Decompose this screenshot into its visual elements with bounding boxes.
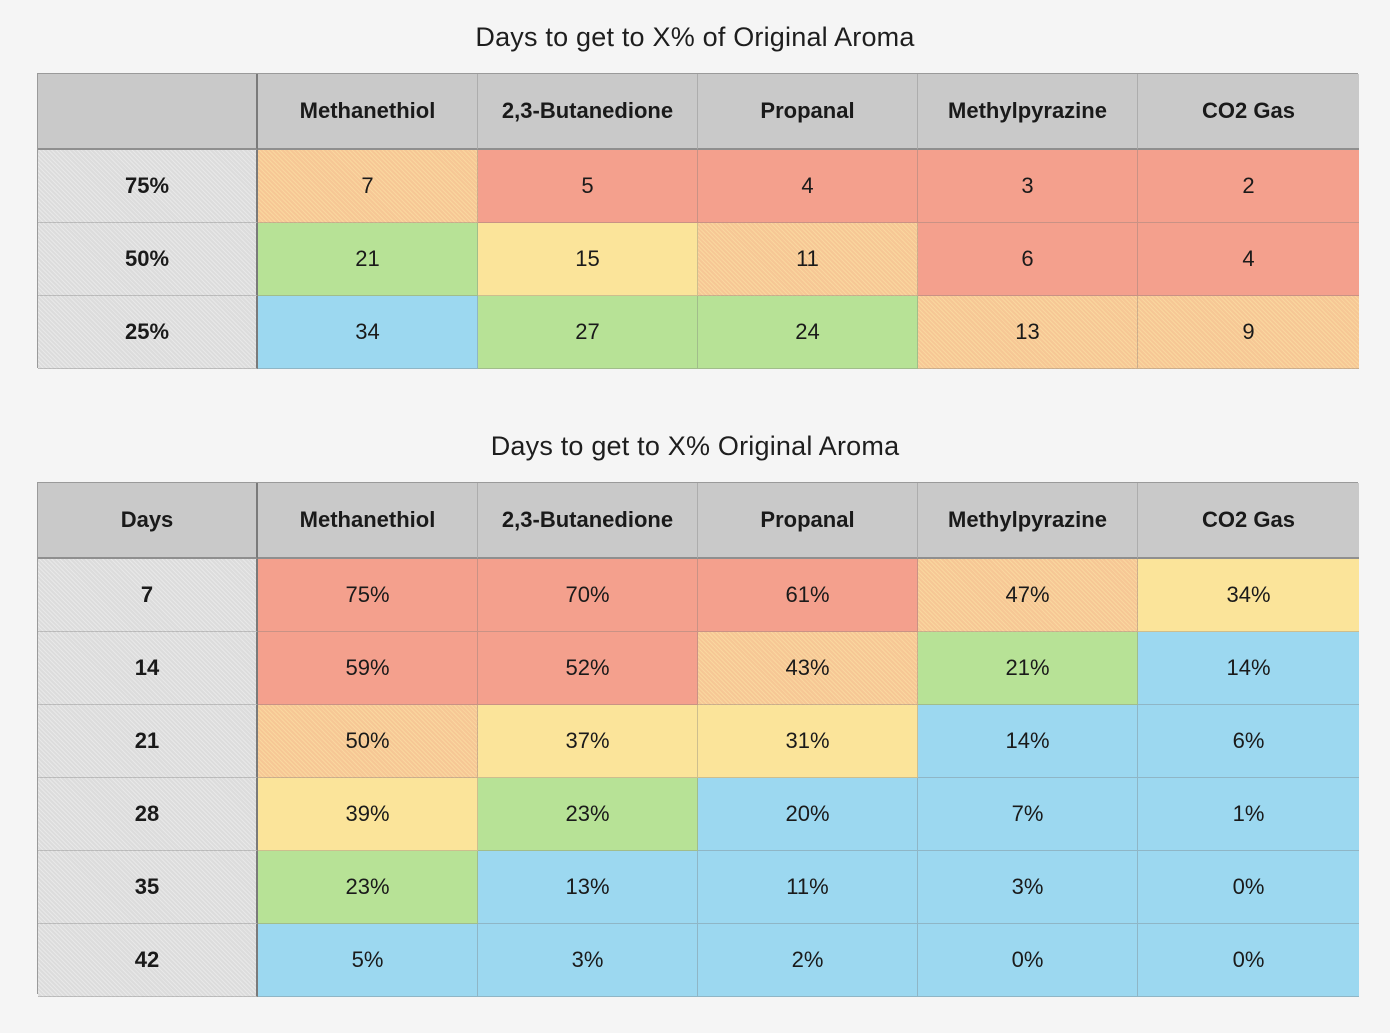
table-cell: 0% — [1138, 924, 1359, 997]
column-header: CO2 Gas — [1138, 74, 1359, 150]
table-cell: 11% — [698, 851, 918, 924]
table-cell: 5 — [478, 150, 698, 223]
corner-header: Days — [38, 483, 258, 559]
row-header: 21 — [38, 705, 258, 778]
row-header: 42 — [38, 924, 258, 997]
table1-title: Days to get to X% of Original Aroma — [0, 22, 1390, 53]
table2-title: Days to get to X% Original Aroma — [0, 431, 1390, 462]
table-cell: 0% — [918, 924, 1138, 997]
table-cell: 27 — [478, 296, 698, 369]
table-cell: 34% — [1138, 559, 1359, 632]
table-cell: 7% — [918, 778, 1138, 851]
column-header: Methanethiol — [258, 483, 478, 559]
table-cell: 24 — [698, 296, 918, 369]
column-header: Methylpyrazine — [918, 483, 1138, 559]
table-cell: 11 — [698, 223, 918, 296]
table-cell: 50% — [258, 705, 478, 778]
table-cell: 39% — [258, 778, 478, 851]
table-cell: 13% — [478, 851, 698, 924]
table-cell: 2% — [698, 924, 918, 997]
aroma-percent-table: Days Methanethiol 2,3-Butanedione Propanal M… — [37, 482, 1358, 994]
table-cell: 59% — [258, 632, 478, 705]
table-cell: 20% — [698, 778, 918, 851]
table-cell: 6 — [918, 223, 1138, 296]
row-header: 7 — [38, 559, 258, 632]
row-header: 35 — [38, 851, 258, 924]
table-cell: 3% — [478, 924, 698, 997]
column-header: Methylpyrazine — [918, 74, 1138, 150]
table-cell: 3% — [918, 851, 1138, 924]
corner-header — [38, 74, 258, 150]
table-cell: 14% — [918, 705, 1138, 778]
table-cell: 43% — [698, 632, 918, 705]
column-header: 2,3-Butanedione — [478, 74, 698, 150]
table-cell: 3 — [918, 150, 1138, 223]
table-cell: 47% — [918, 559, 1138, 632]
table-cell: 5% — [258, 924, 478, 997]
aroma-days-table: Methanethiol 2,3-Butanedione Propanal Methy… — [37, 73, 1358, 368]
table-cell: 13 — [918, 296, 1138, 369]
row-header: 50% — [38, 223, 258, 296]
table-cell: 34 — [258, 296, 478, 369]
table-cell: 31% — [698, 705, 918, 778]
table-cell: 14% — [1138, 632, 1359, 705]
table-cell: 70% — [478, 559, 698, 632]
column-header: Propanal — [698, 74, 918, 150]
column-header: Propanal — [698, 483, 918, 559]
table-cell: 52% — [478, 632, 698, 705]
column-header: Methanethiol — [258, 74, 478, 150]
table-cell: 37% — [478, 705, 698, 778]
table-cell: 9 — [1138, 296, 1359, 369]
row-header: 25% — [38, 296, 258, 369]
table-cell: 15 — [478, 223, 698, 296]
column-header: 2,3-Butanedione — [478, 483, 698, 559]
table-cell: 23% — [258, 851, 478, 924]
row-header: 14 — [38, 632, 258, 705]
table-cell: 4 — [698, 150, 918, 223]
table-cell: 6% — [1138, 705, 1359, 778]
column-header: CO2 Gas — [1138, 483, 1359, 559]
row-header: 75% — [38, 150, 258, 223]
table-cell: 4 — [1138, 223, 1359, 296]
table-cell: 21% — [918, 632, 1138, 705]
table-cell: 0% — [1138, 851, 1359, 924]
table-cell: 1% — [1138, 778, 1359, 851]
table-cell: 23% — [478, 778, 698, 851]
table-cell: 7 — [258, 150, 478, 223]
row-header: 28 — [38, 778, 258, 851]
table-cell: 61% — [698, 559, 918, 632]
table-cell: 21 — [258, 223, 478, 296]
table-cell: 2 — [1138, 150, 1359, 223]
table-cell: 75% — [258, 559, 478, 632]
